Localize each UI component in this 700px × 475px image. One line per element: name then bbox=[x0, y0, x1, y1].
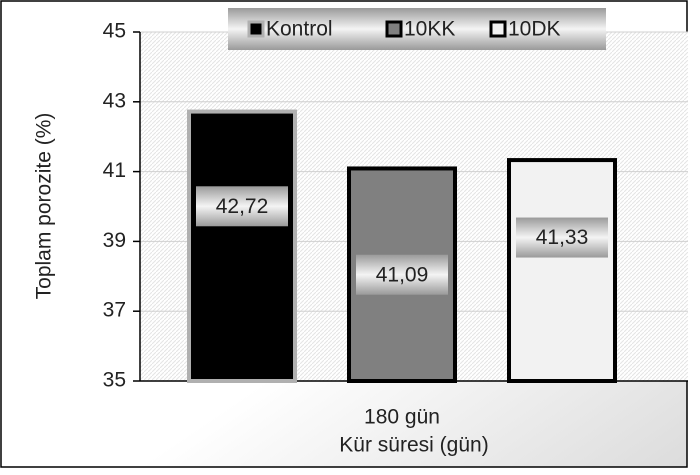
legend-swatch bbox=[489, 20, 507, 38]
y-tick-label: 35 bbox=[103, 369, 126, 392]
y-tick-label: 43 bbox=[103, 89, 126, 112]
value-label-box bbox=[356, 254, 448, 295]
value-label: 41,33 bbox=[536, 226, 589, 249]
y-tick-label: 39 bbox=[103, 229, 126, 252]
legend-label: Kontrol bbox=[266, 18, 333, 41]
y-tick-label: 41 bbox=[103, 159, 126, 182]
legend-box bbox=[228, 8, 606, 50]
legend-swatch bbox=[385, 20, 403, 38]
y-tick-label: 45 bbox=[103, 20, 126, 43]
value-label: 42,72 bbox=[216, 195, 269, 218]
legend-swatch bbox=[247, 20, 265, 38]
value-label: 41,09 bbox=[376, 263, 429, 286]
bar bbox=[187, 109, 297, 384]
legend-label: 10KK bbox=[404, 18, 455, 41]
legend-label: 10DK bbox=[508, 18, 561, 41]
value-label-box bbox=[196, 186, 288, 227]
value-label-box bbox=[516, 217, 608, 258]
bar bbox=[507, 158, 617, 383]
y-axis-title: Toplam porozite (%) bbox=[33, 113, 56, 300]
x-tick-label: 180 gün bbox=[364, 406, 440, 429]
x-axis-title: Kür süresi (gün) bbox=[339, 434, 488, 457]
y-tick-label: 37 bbox=[103, 299, 126, 322]
